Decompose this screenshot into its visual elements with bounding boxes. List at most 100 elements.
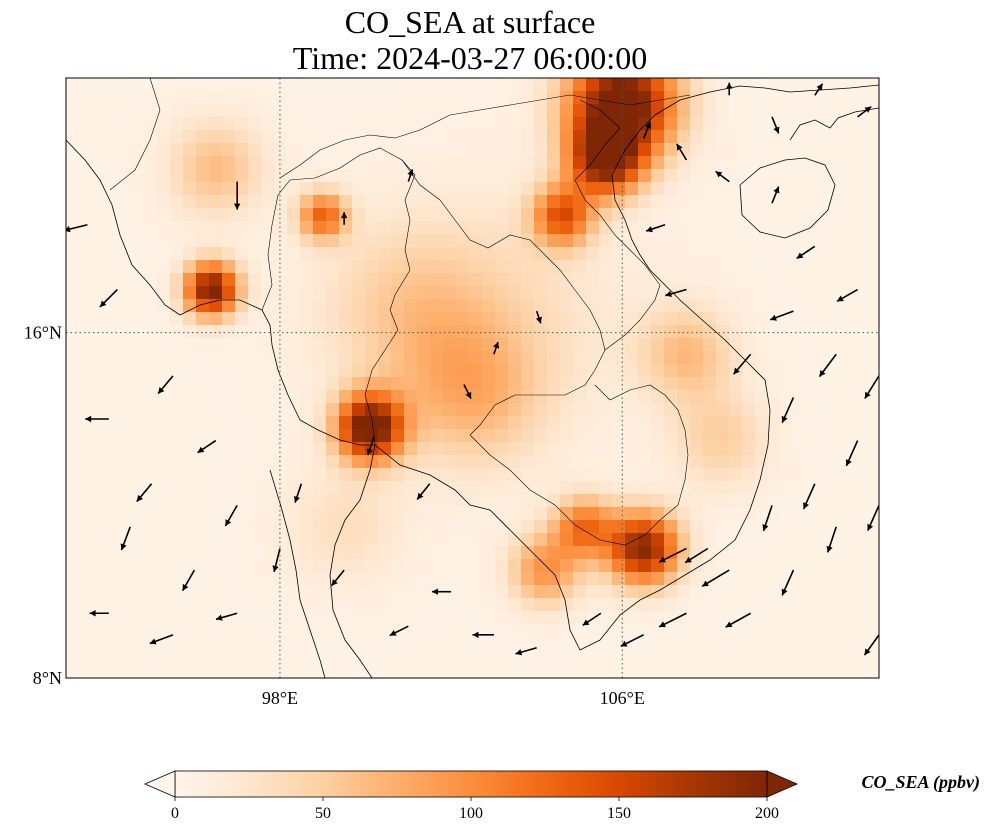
heat-cell [170,78,184,92]
heat-cell [547,494,561,508]
heat-cell [248,468,262,482]
heat-cell [573,598,587,612]
heat-cell [417,169,431,183]
heat-cell [66,156,80,170]
heat-cell [443,546,457,560]
heat-cell [729,598,743,612]
heat-cell [235,182,249,196]
heat-cell [625,104,639,118]
heat-cell [183,533,197,547]
heat-cell [573,338,587,352]
heat-cell [560,468,574,482]
wind-arrow [665,288,687,297]
heat-cell [469,247,483,261]
heat-cell [599,260,613,274]
heat-cell [625,156,639,170]
heat-cell [92,546,106,560]
heat-cell [482,572,496,586]
heat-cell [729,455,743,469]
heat-cell [365,598,379,612]
heat-cell [638,364,652,378]
heat-cell [482,507,496,521]
heat-cell [664,364,678,378]
heat-cell [833,299,847,313]
heat-cell [846,182,860,196]
heat-cell [157,104,171,118]
heat-cell [313,338,327,352]
heat-cell [872,598,879,612]
heat-cell [625,260,639,274]
heat-cell [287,468,301,482]
heat-cell [131,156,145,170]
heat-cell [209,403,223,417]
heat-cell [651,546,665,560]
heat-cell [638,624,652,638]
heat-cell [469,416,483,430]
heat-cell [521,117,535,131]
heat-cell [534,234,548,248]
heat-cell [92,338,106,352]
heat-cell [92,377,106,391]
heat-cell [183,195,197,209]
heat-cell [313,182,327,196]
heat-cell [859,429,873,443]
heat-cell [430,611,444,625]
heat-cell [274,403,288,417]
heat-cell [521,546,535,560]
heat-cell [404,494,418,508]
heat-cell [573,377,587,391]
heat-cell [183,117,197,131]
heat-cell [456,559,470,573]
heat-cell [729,351,743,365]
heat-cell [521,585,535,599]
heat-cell [131,403,145,417]
heat-cell [287,494,301,508]
heat-cell [690,650,704,664]
heat-cell [300,130,314,144]
heat-cell [651,494,665,508]
heat-cell [183,364,197,378]
heat-cell [92,208,106,222]
heat-cell [560,676,574,678]
heat-cell [287,559,301,573]
heat-cell [105,520,119,534]
heat-cell [638,247,652,261]
heat-cell [235,351,249,365]
heat-cell [768,325,782,339]
heat-cell [391,572,405,586]
heat-cell [508,299,522,313]
heat-cell [820,117,834,131]
heat-cell [794,546,808,560]
heat-cell [833,676,847,678]
heat-cell [625,143,639,157]
wind-arrow [726,82,733,96]
heat-cell [846,78,860,92]
heat-cell [248,676,262,678]
wind-arrow [515,647,537,656]
heat-cell [157,390,171,404]
heat-cell [716,78,730,92]
colorbar-tick-label: 100 [459,805,483,822]
heat-cell [66,260,80,274]
heat-cell [196,390,210,404]
heat-cell [690,611,704,625]
heat-cell [482,91,496,105]
heat-cell [404,481,418,495]
heat-cell [794,403,808,417]
heat-cell [131,468,145,482]
heat-cell [547,364,561,378]
heat-cell [326,273,340,287]
heat-cell [820,338,834,352]
heat-cell [794,507,808,521]
heat-cell [66,91,80,105]
heat-cell [378,403,392,417]
heat-cell [79,546,93,560]
heat-cell [820,611,834,625]
heat-cell [443,156,457,170]
heat-cell [651,442,665,456]
heat-cell [469,637,483,651]
heat-cell [261,195,275,209]
heat-cell [105,130,119,144]
heat-cell [664,325,678,339]
